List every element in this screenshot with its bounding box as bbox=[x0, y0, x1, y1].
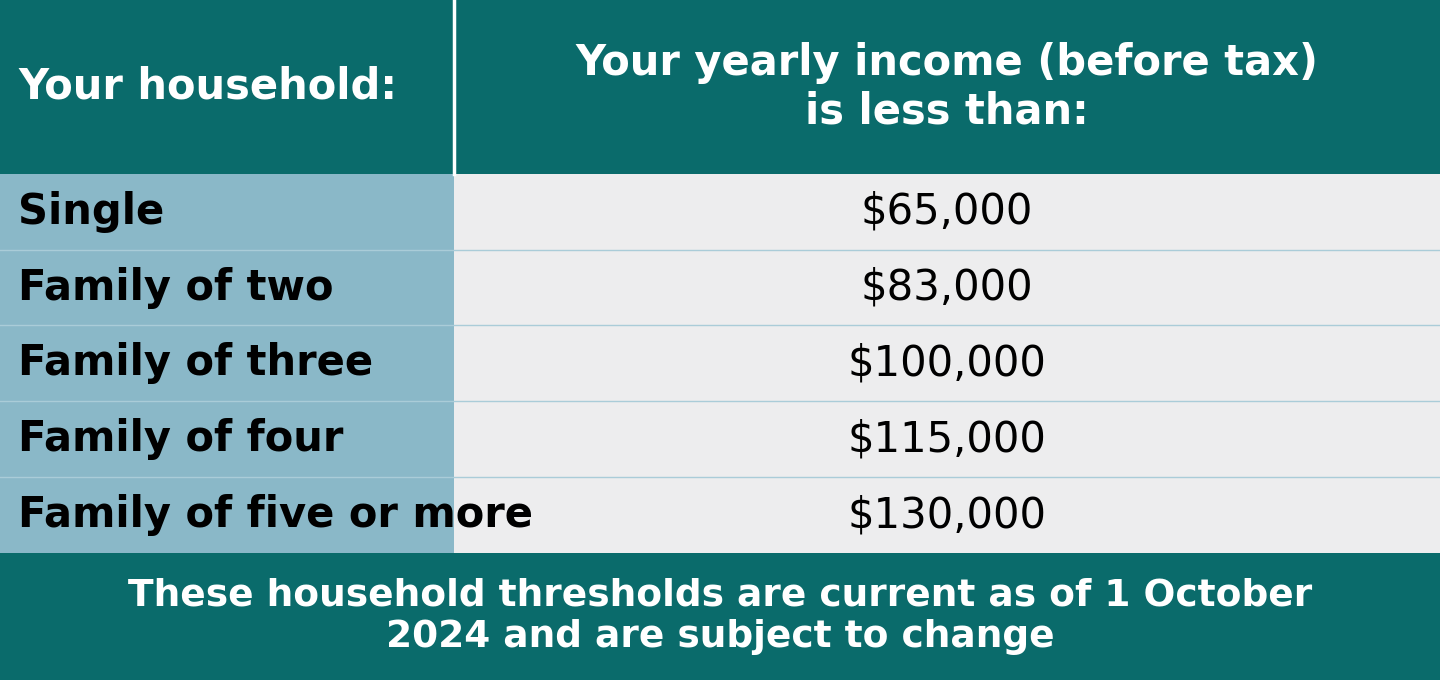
Bar bbox=[454, 0, 1440, 173]
Bar bbox=[0, 477, 454, 554]
Text: $115,000: $115,000 bbox=[847, 418, 1047, 460]
Bar bbox=[0, 554, 1440, 680]
Bar bbox=[0, 326, 454, 401]
Text: $65,000: $65,000 bbox=[861, 190, 1032, 233]
Text: $83,000: $83,000 bbox=[861, 267, 1032, 309]
Text: Your yearly income (before tax)
is less than:: Your yearly income (before tax) is less … bbox=[576, 41, 1318, 132]
Bar bbox=[454, 250, 1440, 326]
Text: Family of three: Family of three bbox=[19, 343, 373, 384]
Text: $100,000: $100,000 bbox=[847, 343, 1047, 384]
Bar bbox=[454, 173, 1440, 250]
Text: Family of two: Family of two bbox=[19, 267, 334, 309]
Text: Family of four: Family of four bbox=[19, 418, 344, 460]
Text: $130,000: $130,000 bbox=[847, 494, 1047, 537]
Bar bbox=[454, 477, 1440, 554]
Bar bbox=[454, 326, 1440, 401]
Text: Single: Single bbox=[19, 190, 164, 233]
Bar bbox=[0, 250, 454, 326]
Text: These household thresholds are current as of 1 October
2024 and are subject to c: These household thresholds are current a… bbox=[128, 578, 1312, 656]
Text: Family of five or more: Family of five or more bbox=[19, 494, 533, 537]
Bar bbox=[454, 401, 1440, 477]
Bar bbox=[0, 173, 454, 250]
Bar bbox=[0, 0, 454, 173]
Text: Your household:: Your household: bbox=[19, 66, 397, 108]
Bar bbox=[0, 401, 454, 477]
